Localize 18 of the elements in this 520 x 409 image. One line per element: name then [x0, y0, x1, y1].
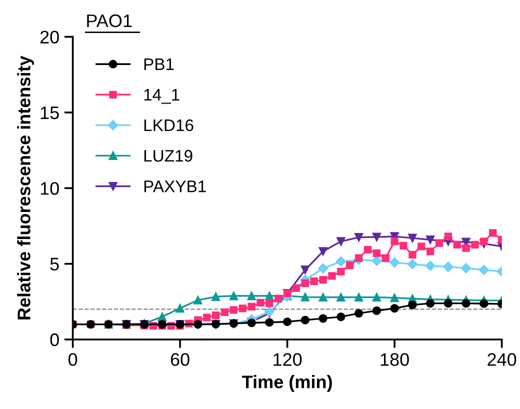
- legend-label: LUZ19: [144, 150, 192, 162]
- y-tick-label: 5: [50, 258, 59, 271]
- x-tick-label: 60: [170, 353, 190, 366]
- chart-title: PAO1: [87, 14, 132, 28]
- y-axis-title: Relative fluorescence intensity: [17, 56, 34, 320]
- x-tick-label: 180: [380, 353, 409, 366]
- x-tick-label: 240: [488, 353, 516, 366]
- legend-label: PAXYB1: [144, 180, 206, 192]
- y-tick-label: 20: [40, 30, 59, 44]
- x-axis-title: Time (min): [242, 375, 332, 392]
- legend-label: LKD16: [144, 119, 194, 132]
- y-tick-label: 10: [40, 182, 59, 195]
- y-tick-label: 15: [40, 106, 59, 120]
- x-tick-label: 0: [68, 353, 78, 366]
- x-tick-label: 120: [274, 353, 302, 366]
- y-tick-label: 0: [50, 333, 59, 346]
- legend-label: 14_1: [144, 89, 180, 104]
- legend-label: PB1: [144, 58, 174, 70]
